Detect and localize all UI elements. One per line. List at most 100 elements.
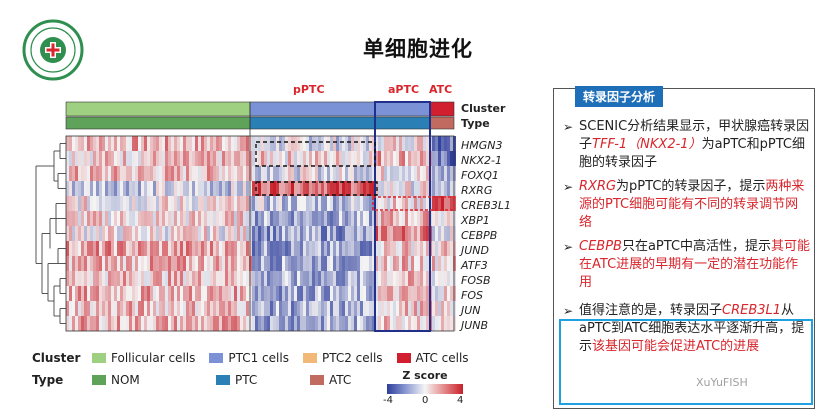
heatmap-cell: [168, 151, 171, 166]
heatmap-cell: [99, 151, 102, 166]
heatmap-cell: [216, 316, 219, 331]
heatmap-cell: [156, 151, 159, 166]
heatmap-cell: [192, 151, 195, 166]
heatmap-cell: [78, 271, 81, 286]
group-label-pptc: pPTC: [293, 83, 325, 96]
heatmap-cell: [81, 136, 84, 151]
heatmap-cell: [327, 271, 330, 286]
heatmap-cell: [381, 226, 384, 241]
heatmap-cell: [414, 286, 417, 301]
heatmap-cell: [408, 256, 411, 271]
heatmap-cell: [93, 151, 96, 166]
heatmap-cell: [351, 196, 354, 211]
heatmap-cell: [432, 166, 435, 181]
heatmap-cell: [357, 286, 360, 301]
heatmap-cell: [315, 151, 318, 166]
gene-label: ATF3: [461, 259, 488, 272]
heatmap-cell: [351, 166, 354, 181]
heatmap-cell: [384, 226, 387, 241]
heatmap-cell: [285, 241, 288, 256]
zscore-colorbar: [387, 384, 463, 394]
heatmap-cell: [123, 256, 126, 271]
heatmap-cell: [150, 241, 153, 256]
heatmap-cell: [225, 316, 228, 331]
heatmap-cell: [102, 181, 105, 196]
heatmap-cell: [336, 271, 339, 286]
heatmap-cell: [102, 301, 105, 316]
heatmap-cell: [216, 211, 219, 226]
heatmap-cell: [228, 226, 231, 241]
heatmap-cell: [195, 136, 198, 151]
heatmap-cell: [225, 271, 228, 286]
heatmap-cell: [339, 196, 342, 211]
heatmap-cell: [96, 301, 99, 316]
heatmap-cell: [96, 256, 99, 271]
heatmap-cell: [108, 256, 111, 271]
heatmap-cell: [438, 196, 441, 211]
heatmap-cell: [405, 256, 408, 271]
heatmap-cell: [315, 181, 318, 196]
heatmap-cell: [180, 181, 183, 196]
heatmap-cell: [204, 271, 207, 286]
heatmap-cell: [216, 241, 219, 256]
heatmap-cell: [75, 166, 78, 181]
heatmap-cell: [339, 286, 342, 301]
heatmap-cell: [453, 166, 456, 181]
heatmap-cell: [216, 181, 219, 196]
heatmap-cell: [375, 316, 378, 331]
heatmap-cell: [249, 181, 252, 196]
heatmap-cell: [405, 271, 408, 286]
heatmap-cell: [270, 166, 273, 181]
heatmap-cell: [381, 211, 384, 226]
heatmap-cell: [360, 241, 363, 256]
heatmap-cell: [243, 226, 246, 241]
heatmap-cell: [282, 196, 285, 211]
heatmap-cell: [249, 166, 252, 181]
heatmap-cell: [219, 136, 222, 151]
heatmap-cell: [234, 286, 237, 301]
heatmap-cell: [333, 196, 336, 211]
heatmap-cell: [348, 271, 351, 286]
legend-swatch: [302, 353, 317, 363]
heatmap-cell: [366, 136, 369, 151]
heatmap-cell: [450, 151, 453, 166]
heatmap-cell: [219, 151, 222, 166]
heatmap-cell: [411, 286, 414, 301]
heatmap-cell: [264, 316, 267, 331]
heatmap-cell: [441, 211, 444, 226]
heatmap-cell: [453, 226, 456, 241]
heatmap-cell: [195, 241, 198, 256]
heatmap-cell: [327, 196, 330, 211]
heatmap-cell: [93, 181, 96, 196]
heatmap-cell: [249, 136, 252, 151]
heatmap-cell: [168, 271, 171, 286]
heatmap-cell: [123, 301, 126, 316]
heatmap-cell: [246, 301, 249, 316]
analysis-bullets: SCENIC分析结果显示，甲状腺癌转录因子TFF-1（NKX2-1）为aPTC和…: [563, 118, 811, 362]
heatmap-cell: [168, 166, 171, 181]
heatmap-cell: [147, 166, 150, 181]
heatmap-cell: [294, 316, 297, 331]
legend-swatch: [310, 375, 324, 385]
heatmap-cell: [159, 151, 162, 166]
heatmap-cell: [318, 256, 321, 271]
heatmap-cell: [144, 271, 147, 286]
gene-label: FOXQ1: [461, 169, 499, 182]
heatmap-cell: [240, 241, 243, 256]
heatmap-cell: [141, 226, 144, 241]
heatmap-cell: [192, 271, 195, 286]
heatmap-cell: [306, 181, 309, 196]
heatmap-cell: [234, 166, 237, 181]
heatmap-cell: [441, 136, 444, 151]
heatmap-cell: [75, 151, 78, 166]
heatmap-cell: [141, 286, 144, 301]
heatmap-cell: [324, 211, 327, 226]
heatmap-cell: [306, 271, 309, 286]
heatmap-cell: [360, 181, 363, 196]
heatmap-cell: [258, 136, 261, 151]
heatmap-cell: [294, 166, 297, 181]
heatmap-cell: [312, 316, 315, 331]
heatmap-cell: [90, 136, 93, 151]
heatmap-cell: [162, 151, 165, 166]
